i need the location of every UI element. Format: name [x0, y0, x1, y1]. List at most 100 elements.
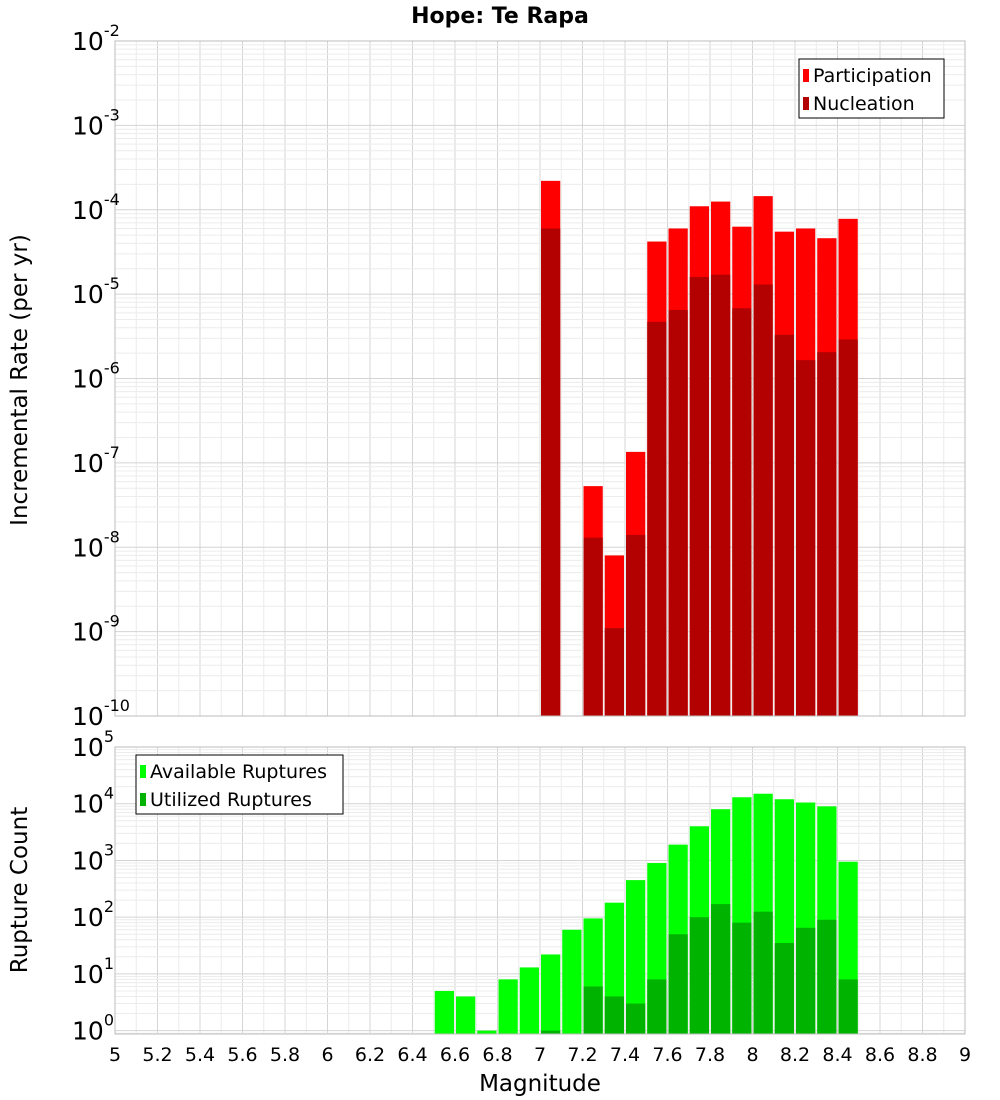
y-tick-label: 103 [72, 840, 114, 875]
x-tick-label: 5.6 [227, 1044, 257, 1066]
bar-available-ruptures [434, 990, 454, 1034]
bar-utilized-ruptures [668, 934, 688, 1034]
bar-utilized-ruptures [774, 943, 794, 1034]
y-tick-labels: 10-2 10-3 10-4 10-5 10-6 10-7 10-8 10-9 10-10 [72, 21, 130, 731]
y-tick-label: 10-9 [72, 612, 120, 647]
bar-available-ruptures [562, 929, 582, 1034]
x-tick-label: 7.6 [652, 1044, 682, 1066]
y-axis-label: Rupture Count [7, 807, 33, 973]
x-tick-label: 6 [321, 1044, 333, 1066]
bar-nucleation [583, 537, 603, 716]
bar-available-ruptures [477, 1030, 497, 1034]
legend-swatch [140, 765, 146, 778]
bar-nucleation [541, 228, 561, 716]
y-tick-label: 100 [72, 1011, 114, 1046]
x-tick-label: 5.4 [185, 1044, 215, 1066]
bar-available-ruptures [498, 979, 518, 1034]
bar-nucleation [753, 284, 773, 716]
x-tick-label: 8 [746, 1044, 758, 1066]
legend-label: Participation [813, 65, 932, 87]
bar-available-ruptures [519, 967, 539, 1034]
x-tick-label: 6.4 [397, 1044, 427, 1066]
chart-title: Hope: Te Rapa [411, 4, 589, 29]
bar-utilized-ruptures [817, 919, 837, 1034]
plot-frame [114, 746, 966, 1035]
bar-nucleation [668, 309, 688, 716]
bar-nucleation [817, 352, 837, 716]
y-tick-label: 10-3 [72, 105, 120, 140]
bar-utilized-ruptures [541, 1030, 561, 1034]
series-utilized-ruptures [541, 904, 858, 1034]
series-nucleation [541, 228, 858, 716]
bar-utilized-ruptures [753, 911, 773, 1034]
bar-nucleation [838, 339, 858, 716]
bar-utilized-ruptures [583, 986, 603, 1034]
legend: Participation Nucleation [798, 58, 945, 119]
x-tick-label: 6.8 [482, 1044, 512, 1066]
legend-box [798, 58, 945, 119]
x-tick-label: 8.6 [865, 1044, 895, 1066]
x-tick-label: 5 [109, 1044, 121, 1066]
x-tick-label: 8.2 [780, 1044, 810, 1066]
y-tick-label: 104 [72, 784, 114, 819]
legend-swatch [803, 97, 809, 110]
bar-nucleation [689, 276, 709, 716]
bar-utilized-ruptures [732, 922, 752, 1034]
legend-box [135, 754, 344, 815]
y-tick-label: 105 [72, 727, 114, 762]
plot-frame [114, 40, 966, 717]
y-tick-labels: 105 104 103 102 101 100 [72, 727, 114, 1046]
bar-nucleation [711, 274, 731, 716]
bar-available-ruptures [626, 880, 646, 1034]
bar-utilized-ruptures [626, 1003, 646, 1034]
bar-utilized-ruptures [838, 979, 858, 1034]
y-tick-label: 10-5 [72, 274, 120, 309]
bar-utilized-ruptures [604, 996, 624, 1034]
bar-utilized-ruptures [689, 917, 709, 1034]
x-tick-label: 7.2 [567, 1044, 597, 1066]
x-tick-label: 6.6 [440, 1044, 470, 1066]
bar-utilized-ruptures [711, 904, 731, 1034]
y-tick-label: 10-7 [72, 443, 120, 478]
legend-swatch [803, 69, 809, 82]
rupture-count-panel: 105 104 103 102 101 100 Rupture Count Available… [7, 727, 966, 1046]
bar-nucleation [626, 534, 646, 716]
y-tick-label: 10-8 [72, 527, 120, 562]
x-tick-label: 5.8 [270, 1044, 300, 1066]
y-tick-label: 101 [72, 954, 114, 989]
participation-nucleation-panel: 10-2 10-3 10-4 10-5 10-6 10-7 10-8 10-9 10-10 Inc… [7, 21, 966, 731]
legend-label: Utilized Ruptures [150, 789, 312, 811]
legend-swatch [140, 793, 146, 806]
x-tick-label: 5.2 [142, 1044, 172, 1066]
y-axis-label: Incremental Rate (per yr) [7, 234, 33, 526]
x-tick-label: 8.4 [822, 1044, 852, 1066]
bar-nucleation [732, 308, 752, 716]
y-tick-label: 10-6 [72, 359, 120, 394]
bar-nucleation [774, 334, 794, 716]
bar-nucleation [604, 628, 624, 716]
x-tick-label: 7.4 [610, 1044, 640, 1066]
y-tick-label: 10-2 [72, 21, 120, 56]
x-tick-label: 8.8 [907, 1044, 937, 1066]
y-tick-label: 10-10 [72, 696, 130, 731]
legend-label: Nucleation [813, 93, 915, 115]
x-tick-label: 7 [534, 1044, 546, 1066]
y-tick-label: 10-4 [72, 190, 120, 225]
x-axis-label: Magnitude [479, 1071, 601, 1097]
bar-utilized-ruptures [647, 979, 667, 1034]
bar-nucleation [796, 360, 816, 716]
grid [114, 746, 966, 1034]
x-tick-label: 6.2 [355, 1044, 385, 1066]
grid [114, 40, 966, 717]
bar-nucleation [647, 321, 667, 716]
bar-utilized-ruptures [796, 927, 816, 1034]
x-tick-label: 9 [959, 1044, 971, 1066]
bar-available-ruptures [456, 996, 476, 1034]
bar-available-ruptures [541, 954, 561, 1034]
x-tick-labels: 5 5.2 5.4 5.6 5.8 6 6.2 6.4 6.6 6.8 7 7.2 7.4 7.6 7.8 8… [109, 1044, 971, 1066]
legend-label: Available Ruptures [150, 761, 327, 783]
y-tick-label: 102 [72, 897, 114, 932]
legend: Available Ruptures Utilized Ruptures [135, 754, 344, 815]
x-tick-label: 7.8 [695, 1044, 725, 1066]
